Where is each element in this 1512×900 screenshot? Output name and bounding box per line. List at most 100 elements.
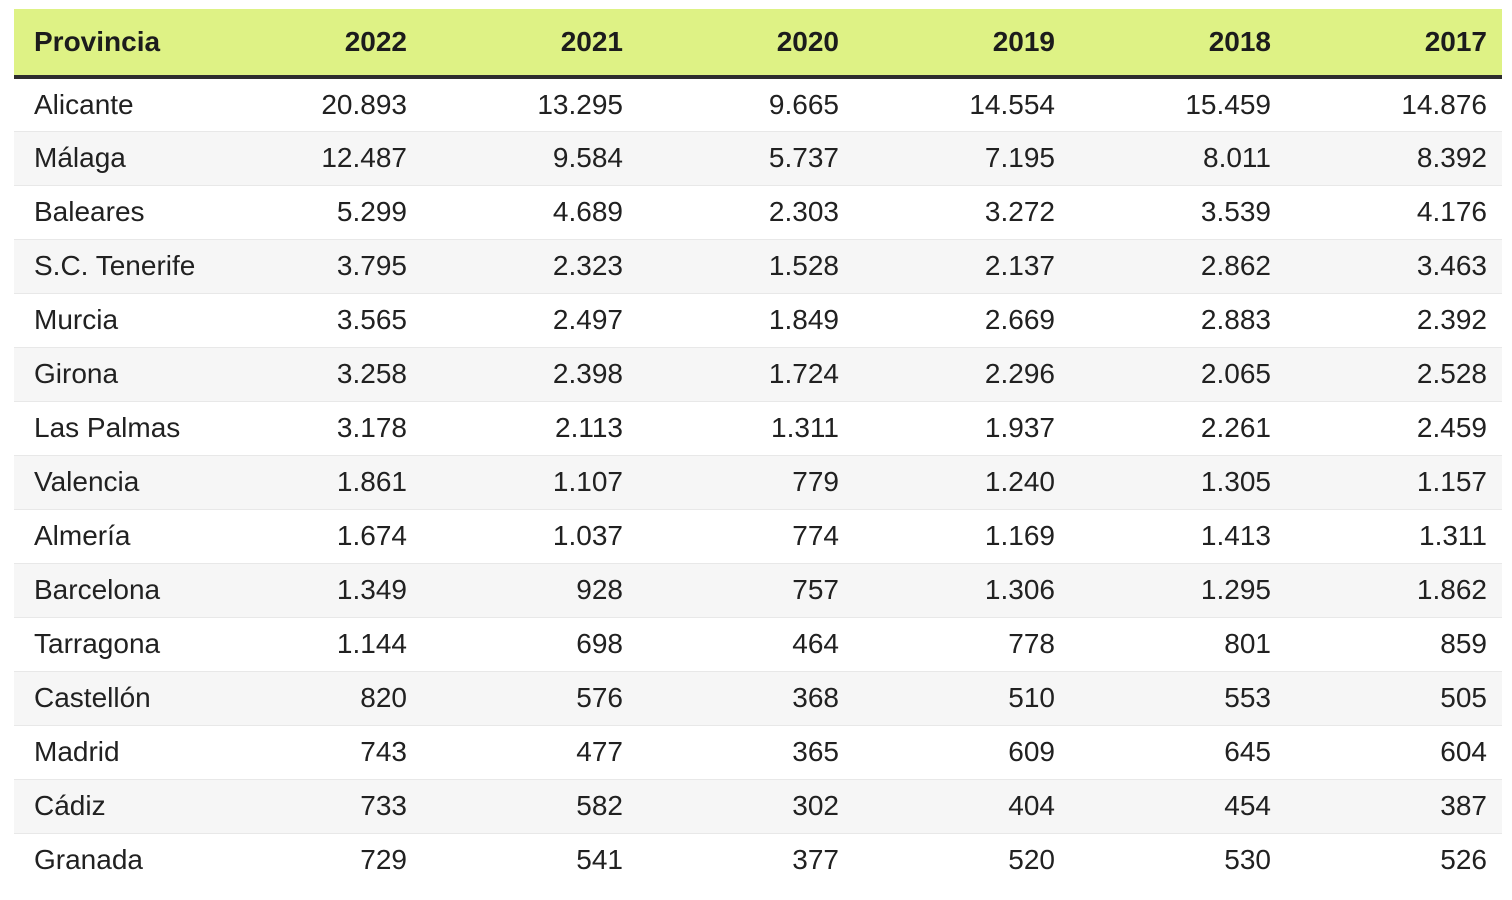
value-cell: 1.240: [854, 454, 1070, 509]
value-cell: 454: [1070, 778, 1286, 833]
table-header: Provincia 2022 2021 2020 2019 2018 2017: [14, 9, 1502, 79]
value-cell: 2.392: [1286, 292, 1502, 347]
value-cell: 3.272: [854, 184, 1070, 239]
value-cell: 9.584: [422, 130, 638, 185]
value-cell: 743: [206, 724, 422, 779]
value-cell: 698: [422, 616, 638, 671]
value-cell: 3.539: [1070, 184, 1286, 239]
value-cell: 302: [638, 778, 854, 833]
table-row: Las Palmas 3.178 2.113 1.311 1.937 2.261 2.459: [14, 400, 1502, 455]
value-cell: 774: [638, 508, 854, 563]
value-cell: 13.295: [537, 88, 623, 120]
value-cell: 1.937: [854, 400, 1070, 455]
value-cell: 757: [638, 562, 854, 617]
table-row: Barcelona 1.349 928 757 1.306 1.295 1.862: [14, 562, 1502, 617]
value-cell: 2.296: [854, 346, 1070, 401]
value-cell: 859: [1286, 616, 1502, 671]
value-cell: 820: [206, 670, 422, 725]
value-cell: 9.665: [768, 88, 839, 120]
value-cell: 1.849: [638, 292, 854, 347]
value-cell: 2.065: [1070, 346, 1286, 401]
value-cell: 387: [1286, 778, 1502, 833]
value-cell: 7.195: [854, 130, 1070, 185]
value-cell: 582: [422, 778, 638, 833]
value-cell: 526: [1286, 832, 1502, 887]
value-cell: 477: [422, 724, 638, 779]
table-row: Granada 729 541 377 520 530 526: [14, 832, 1502, 887]
value-cell: 1.295: [1070, 562, 1286, 617]
table-row: Baleares 5.299 4.689 2.303 3.272 3.539 4.176: [14, 184, 1502, 239]
value-cell: 1.861: [206, 454, 422, 509]
value-cell: 464: [638, 616, 854, 671]
table-row: S.C. Tenerife 3.795 2.323 1.528 2.137 2.862 3.…: [14, 238, 1502, 293]
value-cell: 609: [854, 724, 1070, 779]
value-cell: 1.724: [638, 346, 854, 401]
value-cell: 14.876: [1401, 88, 1487, 120]
header-row: Provincia 2022 2021 2020 2019 2018 2017: [14, 9, 1502, 79]
value-cell: 2.528: [1286, 346, 1502, 401]
value-cell: 1.528: [638, 238, 854, 293]
value-cell: 1.862: [1286, 562, 1502, 617]
value-cell: 2.261: [1070, 400, 1286, 455]
value-cell: 4.689: [422, 184, 638, 239]
province-cell: Málaga: [14, 130, 206, 185]
table-row: Murcia 3.565 2.497 1.849 2.669 2.883 2.392: [14, 292, 1502, 347]
value-cell: 1.674: [206, 508, 422, 563]
value-cell: 778: [854, 616, 1070, 671]
column-header-year: 2019: [854, 9, 1070, 79]
value-cell: 1.413: [1070, 508, 1286, 563]
value-cell: 1.107: [422, 454, 638, 509]
value-cell: 14.554: [969, 88, 1055, 120]
value-cell: 2.113: [422, 400, 638, 455]
value-cell: 1.306: [854, 562, 1070, 617]
value-cell: 404: [854, 778, 1070, 833]
value-cell: 1.305: [1070, 454, 1286, 509]
value-cell: 541: [422, 832, 638, 887]
value-cell: 3.795: [206, 238, 422, 293]
value-cell: 2.669: [854, 292, 1070, 347]
table-row: Cádiz 733 582 302 404 454 387: [14, 778, 1502, 833]
value-cell: 2.862: [1070, 238, 1286, 293]
value-cell: 645: [1070, 724, 1286, 779]
value-cell: 1.037: [422, 508, 638, 563]
column-header-year: 2018: [1070, 9, 1286, 79]
table-row: Málaga 12.487 9.584 5.737 7.195 8.011 8.392: [14, 130, 1502, 185]
value-cell: 1.157: [1286, 454, 1502, 509]
value-cell: 1.169: [854, 508, 1070, 563]
value-cell: 928: [422, 562, 638, 617]
table-row: Valencia 1.861 1.107 779 1.240 1.305 1.157: [14, 454, 1502, 509]
table-row: Madrid 743 477 365 609 645 604: [14, 724, 1502, 779]
province-cell: Baleares: [14, 184, 206, 239]
value-cell: 3.258: [206, 346, 422, 401]
value-cell: 2.497: [422, 292, 638, 347]
province-cell: Tarragona: [14, 616, 206, 671]
value-cell: 1.311: [638, 400, 854, 455]
value-cell: 576: [422, 670, 638, 725]
table-row: Almería 1.674 1.037 774 1.169 1.413 1.311: [14, 508, 1502, 563]
value-cell: 779: [638, 454, 854, 509]
province-cell: Barcelona: [14, 562, 206, 617]
value-cell: 15.459: [1185, 88, 1271, 120]
value-cell: 510: [854, 670, 1070, 725]
value-cell: 505: [1286, 670, 1502, 725]
value-cell: 368: [638, 670, 854, 725]
province-cell: Valencia: [14, 454, 206, 509]
value-cell: 1.144: [206, 616, 422, 671]
value-cell: 3.565: [206, 292, 422, 347]
value-cell: 20.893: [321, 88, 407, 120]
province-cell: Almería: [14, 508, 206, 563]
province-cell: Castellón: [14, 670, 206, 725]
value-cell: 2.398: [422, 346, 638, 401]
province-cell: S.C. Tenerife: [14, 238, 206, 293]
value-cell: 377: [638, 832, 854, 887]
value-cell: 365: [638, 724, 854, 779]
value-cell: 8.011: [1070, 130, 1286, 185]
value-cell: 729: [206, 832, 422, 887]
province-cell: Alicante: [34, 88, 134, 120]
province-cell: Las Palmas: [14, 400, 206, 455]
value-cell: 2.323: [422, 238, 638, 293]
table-body: Alicante 20.893 13.295 9.665 14.554 15.459 14.…: [14, 77, 1502, 887]
province-cell: Girona: [14, 346, 206, 401]
value-cell: 2.303: [638, 184, 854, 239]
